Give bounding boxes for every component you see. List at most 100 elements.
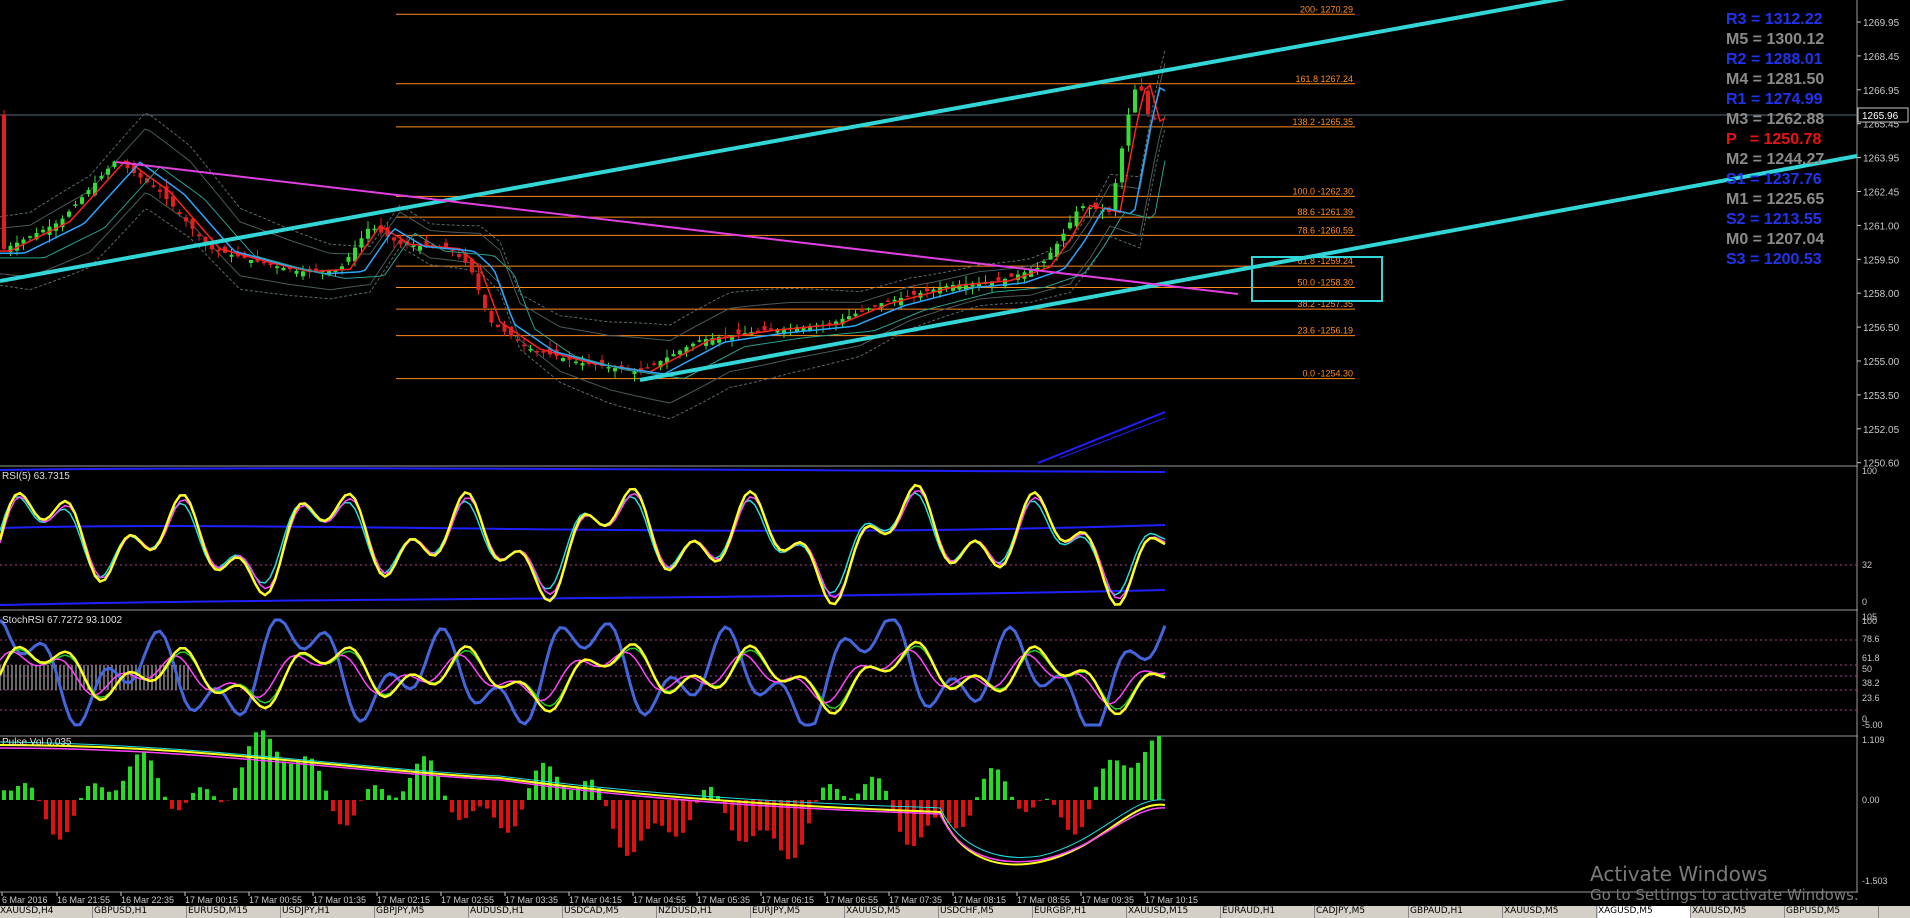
histogram-bar [485,800,489,809]
target-rectangle[interactable] [1251,256,1383,302]
candle-body [333,269,338,273]
histogram-bar [100,787,104,800]
histogram-bar [415,763,419,800]
time-tick-label: 17 Mar 10:15 [1145,895,1198,905]
chart-tab[interactable]: XAUUSD,M5 [846,906,939,918]
candle-body [229,254,234,257]
chart-tab[interactable]: USDJPY,H1 [282,906,375,918]
chart-tab[interactable]: USDCAD,M5 [564,906,657,918]
chart-tab[interactable]: XAUUSD,M15 [1128,906,1221,918]
upper-trend-line[interactable] [0,0,1567,283]
chart-tab[interactable]: AUDUSD,H1 [470,906,563,918]
chart-tab[interactable]: EURUSD,M15 [188,906,281,918]
histogram-bar [856,793,860,800]
candle-body [730,335,734,340]
histogram-bar [1038,800,1042,801]
candle-body [847,316,851,320]
fib-level-label: 88.6 -1261.39 [1297,207,1353,217]
candle-body [424,240,429,247]
histogram-bar [422,756,426,800]
candle-body [613,368,617,372]
histogram-bar [597,788,601,800]
candle-body [346,257,351,262]
time-tick-label: 17 Mar 06:55 [825,895,878,905]
histogram-bar [464,800,468,818]
lower-trend-line[interactable] [639,154,1858,382]
chart-tab[interactable]: XAUUSD,H4 [0,906,93,918]
candle-body [392,237,396,241]
histogram-bar [366,788,370,800]
candle-body [853,313,858,317]
candle-body [678,350,682,355]
histogram-bar [107,791,111,800]
price-tick-label: 1250.60 [1863,459,1900,470]
chart-tab[interactable]: USDCHF,M5 [940,906,1033,918]
histogram-bar [205,789,209,800]
histogram-bar [681,800,685,833]
histogram-bar [982,778,986,800]
chart-tab[interactable]: GBPAUD,H1 [1410,906,1503,918]
candle-body [1068,222,1072,229]
histogram-bar [807,800,811,824]
fib-level-label: 61.8 -1259.24 [1297,256,1353,266]
histogram-bar [1017,800,1021,809]
chart-tab[interactable]: XAUUSD,M5 [1692,906,1785,918]
candle-body [184,217,188,222]
chart-tab[interactable]: NZDUSD,H1 [658,906,751,918]
chart-tab[interactable]: CADJPY,M5 [1316,906,1409,918]
current-price-box [1857,107,1909,123]
histogram-panel: 1.109 0.00 -1.503 [0,730,1888,886]
histogram-bar [639,800,643,841]
candle-body [912,290,916,295]
stoch-level-label: 61.8 [1862,653,1880,663]
histogram-bar [268,738,272,800]
histogram-bar [51,800,55,835]
fibonacci-levels[interactable]: 200- 1270.29 161.8 1267.24 138.2 -1265.35 1… [396,4,1355,380]
candle-body [1048,252,1053,260]
candle-body [262,261,266,264]
candle-body [723,335,728,337]
stoch-level-label: 105 [1862,612,1877,622]
candle-body [762,326,767,331]
magenta-trend-line[interactable] [115,161,1239,295]
chart-tab[interactable]: GBPUSD,H1 [94,906,187,918]
chart-tab[interactable]: EURAUD,H1 [1222,906,1315,918]
time-tick-label: 16 Mar 21:55 [57,895,110,905]
chart-tab[interactable]: GBPUSD,M5 [1786,906,1879,918]
chart-tab[interactable]: XAUUSD,M5 [1504,906,1597,918]
chart-tab[interactable]: EURJPY,M5 [752,906,845,918]
chart-tab[interactable]: GBPJPY,M5 [376,906,469,918]
histogram-bar [275,751,279,800]
candle-body [879,303,884,308]
candle-body [736,329,741,335]
chart-tabs: XAUUSD,H4 GBPUSD,H1 EURUSD,M15 USDJPY,H1 GBP… [0,906,1910,918]
histogram-bar [436,775,440,800]
candle-body [658,360,663,368]
chart-tab[interactable]: EURGBP,H1 [1034,906,1127,918]
candle-body [216,249,221,252]
chart-tab[interactable]: XAGUSD,M5 [1598,906,1691,918]
histogram-bar [660,800,664,826]
time-tick-label: 17 Mar 02:15 [377,895,430,905]
stoch-level-label: 0 [1862,714,1867,724]
price-tick-label: 1265.45 [1863,120,1900,131]
candle-body [886,300,890,303]
histogram-bar [898,800,902,832]
candle-body [476,273,481,291]
fib-level-label: 161.8 1267.24 [1295,74,1353,84]
histogram-bar [793,800,797,858]
candle-body [138,172,143,178]
rsi-level-label: 100 [1862,466,1877,476]
fib-level-label: 78.6 -1260.59 [1297,225,1353,235]
candle-body [574,361,578,364]
time-tick-label: 17 Mar 00:55 [249,895,302,905]
candle-body [1061,233,1066,241]
rsi-level-label: 0 [1862,597,1867,607]
histogram-bar [1136,762,1140,800]
histogram-bar [905,800,909,845]
histogram-bar [975,797,979,800]
candle-body [483,294,487,309]
fib-level-label: 138.2 -1265.35 [1292,117,1353,127]
histogram-bar [72,800,76,816]
